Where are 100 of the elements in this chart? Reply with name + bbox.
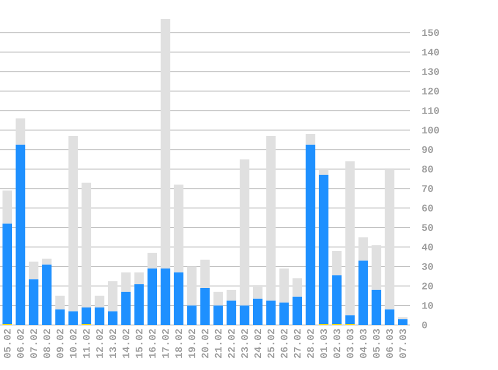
x-tick-label: 05.02 <box>4 329 11 358</box>
bar <box>372 290 382 325</box>
x-tick-label: 20.02 <box>202 329 208 358</box>
bar <box>226 290 236 301</box>
bar <box>279 302 289 325</box>
bar <box>398 319 408 325</box>
bar <box>332 250 342 276</box>
x-tick-label: 22.02 <box>228 329 235 358</box>
x-tick-label: 15.02 <box>136 329 142 358</box>
bar <box>266 136 276 301</box>
x-tick-label: 06.03 <box>386 329 393 358</box>
bar <box>28 262 38 280</box>
x-tick-label: 03.03 <box>346 329 354 358</box>
x-tick-label: 17.02 <box>162 329 169 358</box>
bar <box>148 252 158 268</box>
bar <box>55 296 65 310</box>
bar <box>226 300 236 325</box>
x-tick-label: 12.02 <box>96 329 103 358</box>
bar <box>42 258 52 265</box>
bar <box>174 272 184 325</box>
bar <box>187 306 197 325</box>
bar <box>384 309 394 325</box>
bar <box>2 190 12 224</box>
bar <box>306 134 316 145</box>
x-tick-label: 10.02 <box>70 329 77 358</box>
bar <box>372 245 382 290</box>
x-tick-label: 09.02 <box>56 329 64 358</box>
x-tick-label: 05.03 <box>372 329 380 358</box>
bar <box>240 306 250 325</box>
bar <box>28 279 38 325</box>
bar <box>279 268 289 303</box>
bar <box>16 118 26 145</box>
x-tick-label: 02.03 <box>333 329 340 358</box>
x-tick-label: 07.02 <box>30 329 38 358</box>
y-tick-label: 10 <box>422 302 433 309</box>
bar <box>200 288 210 325</box>
x-tick-label: 28.02 <box>307 329 314 358</box>
bar <box>160 268 170 325</box>
bar <box>134 284 144 325</box>
bar <box>358 260 368 325</box>
bar <box>187 266 197 306</box>
x-tick-label: 23.02 <box>241 329 248 358</box>
y-tick-label: 140 <box>422 48 439 56</box>
bar <box>55 309 65 325</box>
bar <box>94 307 104 325</box>
bar <box>384 169 394 310</box>
x-tick-label: 19.02 <box>188 329 196 358</box>
bar <box>108 311 118 325</box>
y-tick-label: 90 <box>422 146 433 153</box>
y-tick-label: 80 <box>422 166 433 172</box>
x-tick-label: 14.02 <box>122 329 130 358</box>
x-tick-label: 24.02 <box>254 329 262 358</box>
bar <box>82 307 92 324</box>
bar <box>252 298 262 325</box>
bar <box>292 278 302 297</box>
x-tick-label: 06.02 <box>17 329 24 358</box>
bar <box>82 182 92 308</box>
y-tick-label: 70 <box>422 185 433 192</box>
x-tick-label: 01.03 <box>320 329 328 358</box>
y-tick-label: 20 <box>422 282 433 290</box>
x-tick-label: 18.02 <box>175 329 182 358</box>
x-tick-label: 16.02 <box>148 329 156 358</box>
bar <box>200 260 210 288</box>
bar <box>306 144 316 325</box>
y-tick-label: 30 <box>422 263 433 270</box>
bar <box>68 136 78 312</box>
x-tick-label: 21.02 <box>214 329 222 358</box>
bar <box>108 281 118 312</box>
x-tick-label: 27.02 <box>294 329 301 358</box>
bar <box>292 296 302 325</box>
bar <box>42 264 52 325</box>
bar <box>266 300 276 325</box>
bar <box>148 268 158 325</box>
bar <box>121 272 131 292</box>
bar <box>345 161 355 316</box>
x-tick-label: 07.03 <box>399 329 406 358</box>
bar <box>318 169 328 175</box>
bar <box>213 306 223 325</box>
bar <box>345 315 355 324</box>
bar <box>213 292 223 306</box>
x-tick-label: 04.03 <box>360 329 367 358</box>
x-tick-label: 11.02 <box>82 329 90 358</box>
bar <box>68 311 78 325</box>
x-tick-label: 08.02 <box>43 329 50 358</box>
x-tick-label: 13.02 <box>109 329 116 358</box>
bar <box>252 286 262 299</box>
y-tick-label: 50 <box>422 224 433 231</box>
x-tick-label: 26.02 <box>280 329 288 358</box>
y-tick-label: 40 <box>422 244 433 250</box>
bar <box>174 184 184 272</box>
bar <box>240 159 250 306</box>
y-tick-label: 110 <box>422 107 439 114</box>
bar <box>121 292 131 325</box>
y-tick-label: 150 <box>422 29 439 36</box>
bar <box>94 296 104 308</box>
bar <box>134 272 144 284</box>
y-tick-label: 120 <box>422 88 439 95</box>
bar <box>2 224 12 324</box>
bar <box>318 174 328 324</box>
bar <box>358 237 368 261</box>
